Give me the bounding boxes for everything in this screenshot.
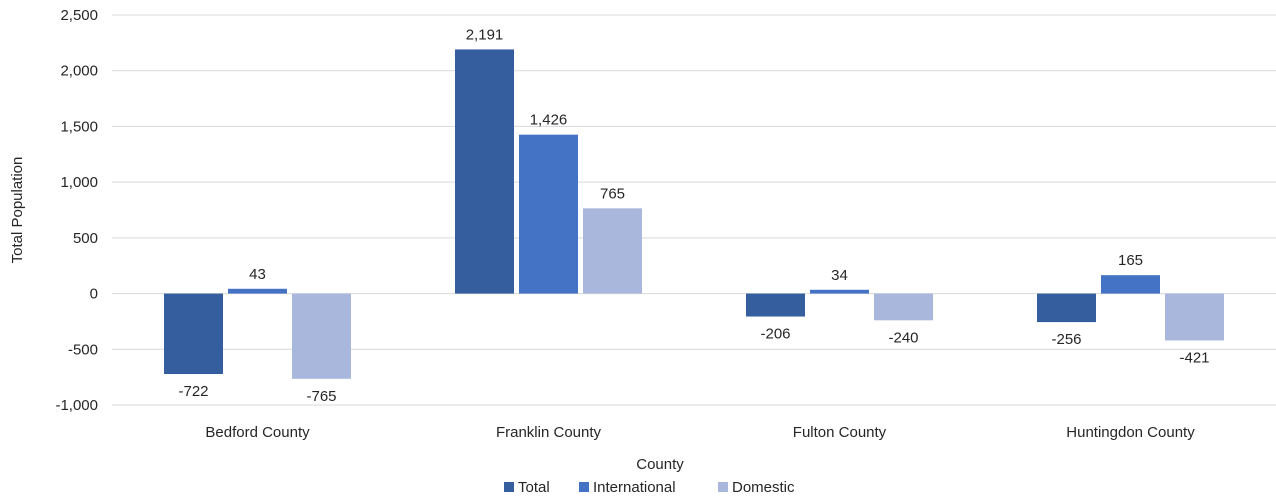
bar — [1101, 275, 1160, 294]
y-tick-label: -1,000 — [55, 397, 98, 414]
gridlines — [112, 14, 1276, 406]
data-label: 1,426 — [530, 112, 568, 129]
bar — [519, 134, 578, 294]
y-tick-label: 0 — [90, 286, 98, 303]
bars — [164, 49, 1224, 379]
data-label: -765 — [306, 388, 336, 405]
data-label: -206 — [760, 326, 790, 343]
data-label: -256 — [1051, 331, 1081, 348]
data-label: -421 — [1179, 349, 1209, 366]
bar — [874, 293, 933, 321]
x-category-label: Huntingdon County — [1066, 424, 1195, 441]
y-tick-label: 1,500 — [60, 118, 98, 135]
y-tick-label: 500 — [73, 230, 98, 247]
x-category-label: Franklin County — [496, 424, 602, 441]
y-tick-label: 2,000 — [60, 63, 98, 80]
bar — [455, 49, 514, 294]
bar — [810, 289, 869, 294]
y-axis-title: Total Population — [9, 157, 26, 264]
legend: Total International Domestic — [504, 479, 795, 496]
x-category-label: Bedford County — [205, 424, 310, 441]
bar — [1165, 293, 1224, 341]
legend-swatch — [504, 482, 514, 492]
legend-swatch — [579, 482, 589, 492]
legend-label: Total — [518, 479, 550, 496]
data-label: 2,191 — [466, 26, 504, 43]
data-label: 43 — [249, 266, 266, 283]
y-tick-label: -500 — [68, 341, 98, 358]
x-axis-categories: Bedford County Franklin County Fulton Coun… — [205, 424, 1195, 441]
bar — [1037, 293, 1096, 323]
data-label: -240 — [888, 329, 918, 346]
x-category-label: Fulton County — [793, 424, 887, 441]
y-tick-label: 2,500 — [60, 7, 98, 24]
legend-swatch — [718, 482, 728, 492]
data-label: 34 — [831, 267, 848, 284]
legend-label: Domestic — [732, 479, 795, 496]
x-axis-title: County — [636, 456, 684, 473]
y-axis-ticks: 2,500 2,000 1,500 1,000 500 0 -500 -1,000 — [55, 7, 98, 414]
bar — [746, 293, 805, 317]
bar — [228, 288, 287, 294]
bar — [292, 293, 351, 379]
bar — [164, 293, 223, 375]
data-label: 165 — [1118, 252, 1143, 269]
legend-label: International — [593, 479, 676, 496]
bar — [583, 208, 642, 294]
data-label: -722 — [178, 383, 208, 400]
data-labels: -722 43 -765 2,191 1,426 765 -206 34 -240 -256 165… — [178, 26, 1209, 404]
data-label: 765 — [600, 185, 625, 202]
y-tick-label: 1,000 — [60, 174, 98, 191]
